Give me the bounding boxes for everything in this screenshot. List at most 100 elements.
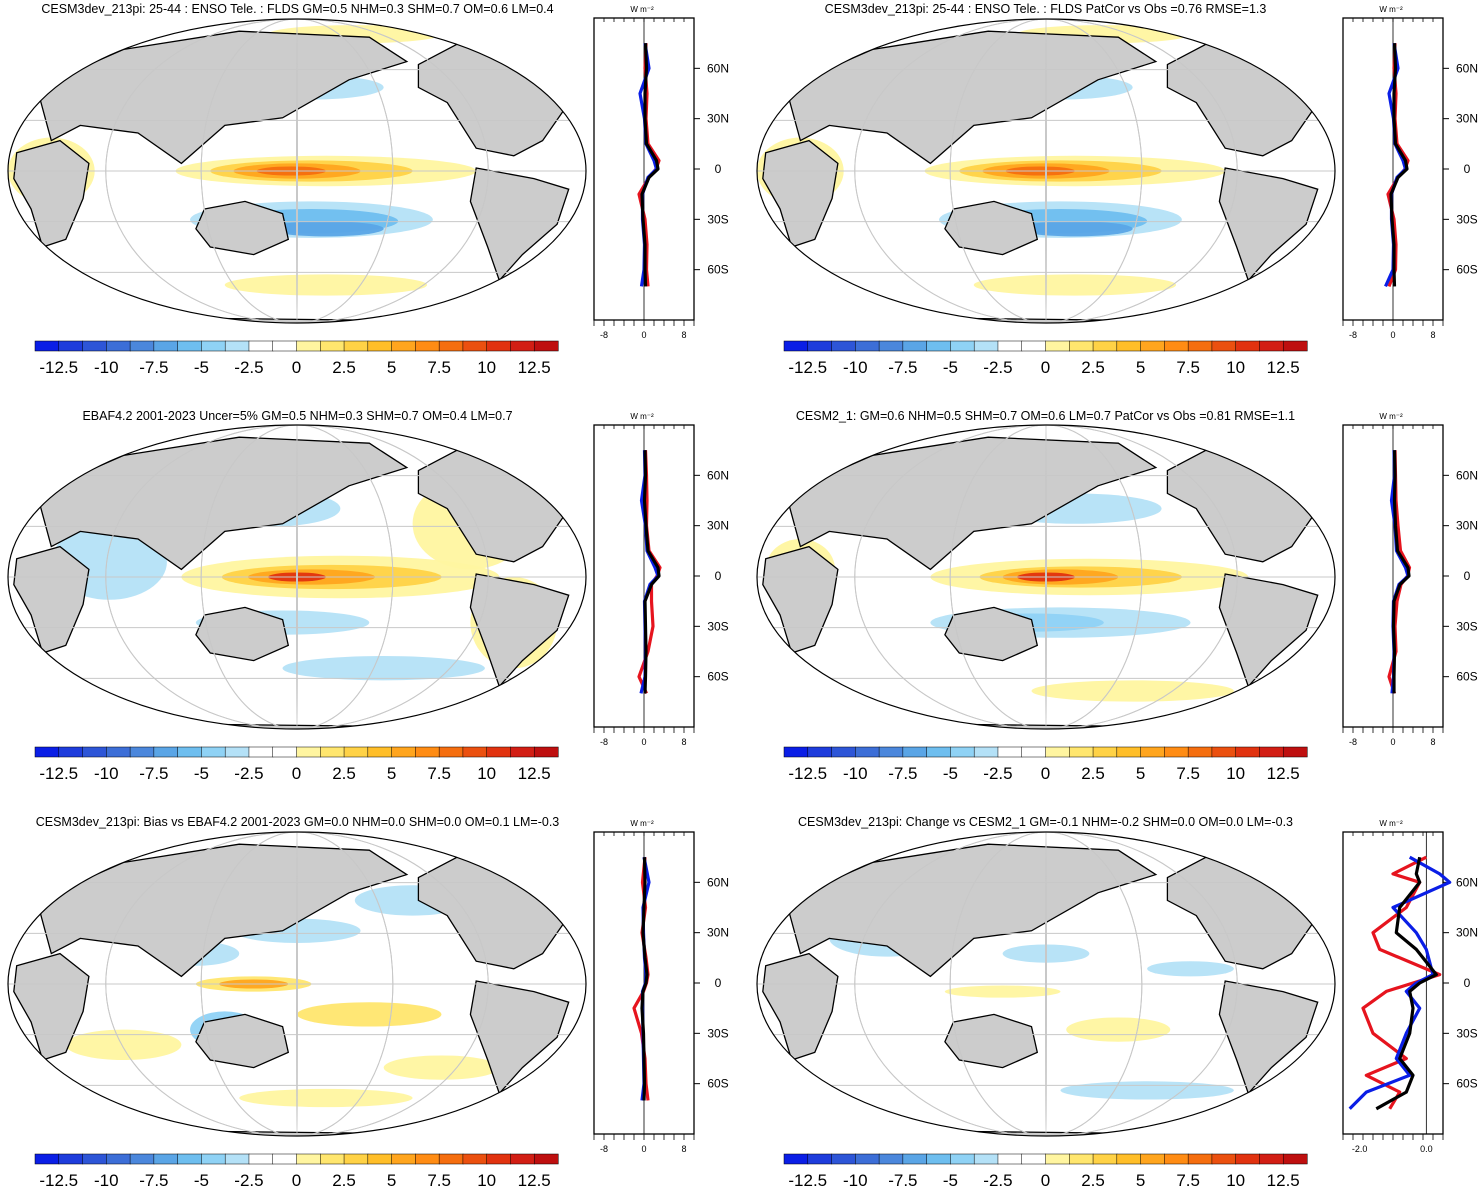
colorbar-swatch: [367, 746, 393, 758]
series-black: [1389, 43, 1409, 287]
colorbar-swatch: [1116, 340, 1142, 352]
lat-tick-label: 60S: [1456, 670, 1477, 684]
meridian-line: [296, 832, 298, 1136]
map-fill: [757, 19, 1335, 323]
colorbar-tick-label: -12.5: [788, 358, 827, 377]
anomaly-region: [1031, 680, 1234, 702]
lat-tick-label: 60S: [707, 263, 728, 277]
x-tick-label: 0: [1390, 737, 1395, 747]
colorbar-swatch: [415, 1153, 440, 1165]
x-tick-label: -8: [600, 330, 608, 340]
colorbar-swatch: [855, 340, 880, 352]
colorbar-swatch: [1282, 746, 1308, 758]
lat-tick-label: 30S: [707, 1026, 728, 1040]
colorbar-tick-label: -12.5: [788, 1171, 827, 1187]
colorbar-swatch: [1140, 340, 1165, 352]
colorbar-tick-label: 7.5: [1176, 358, 1200, 377]
colorbar-swatch: [973, 1153, 999, 1165]
colorbar-tick-label: 12.5: [1267, 764, 1300, 783]
colorbar-swatch: [343, 340, 369, 352]
colorbar-tick-label: -5: [943, 764, 958, 783]
colorbar-swatch: [1021, 340, 1047, 352]
colorbar-swatch: [177, 746, 202, 758]
colorbar-tick-label: 10: [1226, 1171, 1245, 1187]
colorbar-swatch: [1211, 1153, 1237, 1165]
colorbar-swatch: [1140, 746, 1165, 758]
profile-p3: W m⁻² 60N 30N 0 30S 60S -8 0 8: [593, 412, 729, 747]
colorbar-swatch: [1069, 340, 1094, 352]
colorbar-swatch: [1045, 340, 1070, 352]
colorbar-swatch: [510, 340, 535, 352]
map-p2: [756, 18, 1336, 324]
profile-p1: W m⁻² 60N 30N 0 30S 60S -8 0 8: [593, 5, 729, 340]
lat-tick-label: 0: [715, 162, 722, 176]
colorbar-swatch: [224, 746, 250, 758]
lat-tick-label: 0: [1464, 162, 1471, 176]
colorbar-swatch: [1235, 1153, 1261, 1165]
colorbar-tick-label: 2.5: [1081, 1171, 1105, 1187]
colorbar-tick-label: -7.5: [888, 764, 917, 783]
colorbar-tick-label: 2.5: [1081, 764, 1105, 783]
colorbar-swatch: [296, 746, 321, 758]
lat-tick-label: 60S: [707, 1077, 728, 1091]
colorbar: -12.5 -10 -7.5 -5 -2.5 0 2.5 5 7.5 10 12.5: [783, 746, 1308, 783]
continent-australia: [944, 606, 1039, 662]
colorbar-swatch: [343, 746, 369, 758]
continent-greenland: [503, 834, 553, 864]
meridian-line: [200, 425, 394, 729]
colorbar-tick-label: -10: [94, 1171, 119, 1187]
meridian-line: [854, 832, 1238, 1136]
colorbar-swatch: [320, 1153, 345, 1165]
lat-tick-label: 60N: [707, 61, 729, 75]
lat-tick-label: 30N: [1456, 926, 1478, 940]
colorbar-swatch: [1092, 1153, 1118, 1165]
colorbar-swatch: [1187, 1153, 1213, 1165]
colorbar-swatch: [926, 340, 951, 352]
colorbar-swatch: [153, 1153, 179, 1165]
colorbar-swatch: [855, 1153, 880, 1165]
colorbar-tick-label: -12.5: [39, 1171, 78, 1187]
colorbar-swatch: [878, 746, 904, 758]
anomaly-region: [1066, 1017, 1171, 1042]
colorbar-tick-label: -7.5: [139, 1171, 168, 1187]
colorbar-tick-label: 7.5: [427, 764, 451, 783]
lat-tick-label: 30N: [707, 519, 729, 533]
colorbar-tick-label: 5: [1136, 358, 1145, 377]
lat-tick-label: 30N: [1456, 112, 1478, 126]
colorbar-tick-label: 10: [1226, 358, 1245, 377]
colorbar-tick-label: 7.5: [1176, 764, 1200, 783]
continent-africa: [762, 952, 839, 1061]
colorbar-swatch: [510, 1153, 535, 1165]
colorbar-tick-label: 12.5: [1267, 358, 1300, 377]
colorbar-swatch: [902, 746, 928, 758]
x-tick-label: 8: [681, 1144, 686, 1154]
colorbar-swatch: [1259, 1153, 1284, 1165]
colorbar-tick-label: 2.5: [332, 358, 356, 377]
colorbars-layer: -12.5 -10 -7.5 -5 -2.5 0 2.5 5 7.5 10 12.5 -12.5 -10…: [34, 340, 1308, 1187]
continent-greenland: [1252, 21, 1302, 51]
colorbar-swatch: [1045, 746, 1070, 758]
continent-eurasia: [36, 843, 409, 978]
colorbar-tick-label: 10: [1226, 764, 1245, 783]
colorbar-swatch: [807, 746, 833, 758]
panel-title: EBAF4.2 2001-2023 Uncer=5% GM=0.5 NHM=0.…: [82, 409, 513, 423]
colorbar-tick-label: -2.5: [234, 1171, 263, 1187]
meridian-line: [854, 425, 1238, 729]
meridian-line: [949, 425, 1143, 729]
anomaly-region: [1147, 961, 1234, 977]
colorbar-swatch: [831, 746, 856, 758]
x-tick-label: -2.0: [1352, 1144, 1368, 1154]
map-p4: [756, 424, 1336, 730]
map-fill: [8, 19, 586, 323]
continent-samerica: [469, 167, 570, 282]
map-p3: [7, 424, 587, 730]
colorbar-swatch: [129, 746, 155, 758]
colorbar-tick-label: 0: [292, 764, 301, 783]
colorbar-swatch: [320, 746, 345, 758]
colorbar-swatch: [997, 340, 1023, 352]
continent-australia: [195, 606, 290, 662]
panel-title: CESM3dev_213pi: Change vs CESM2_1 GM=-0.…: [797, 815, 1294, 829]
colorbar-swatch: [462, 1153, 488, 1165]
unit-label: W m⁻²: [630, 5, 654, 14]
colorbar-tick-label: 12.5: [1267, 1171, 1300, 1187]
